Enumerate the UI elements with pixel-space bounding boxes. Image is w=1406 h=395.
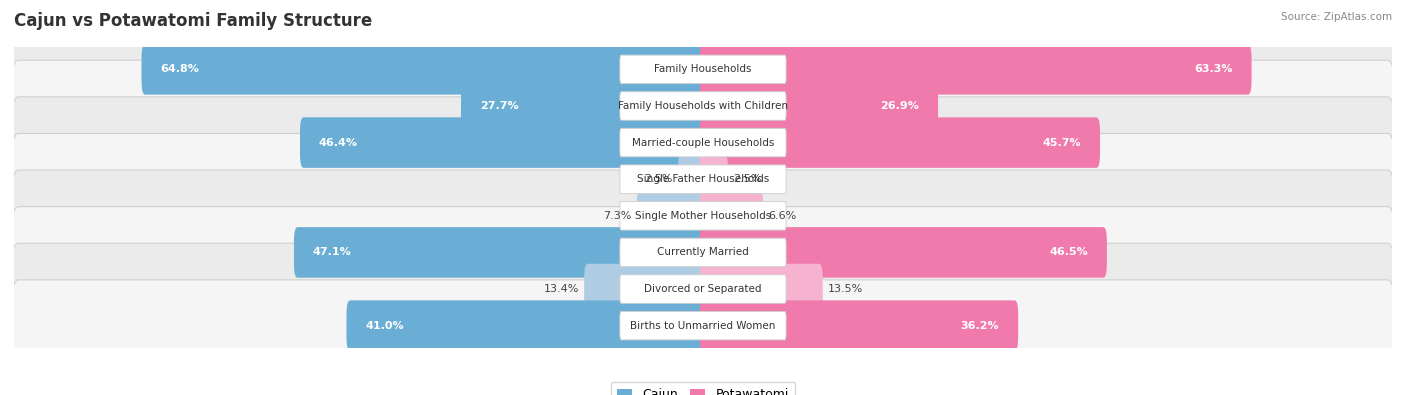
FancyBboxPatch shape <box>678 154 706 205</box>
Text: 45.7%: 45.7% <box>1042 137 1081 148</box>
Text: 26.9%: 26.9% <box>880 101 920 111</box>
Text: Single Father Households: Single Father Households <box>637 174 769 184</box>
FancyBboxPatch shape <box>620 128 786 157</box>
Text: Cajun vs Potawatomi Family Structure: Cajun vs Potawatomi Family Structure <box>14 12 373 30</box>
Text: 41.0%: 41.0% <box>366 321 404 331</box>
Text: 7.3%: 7.3% <box>603 211 631 221</box>
Text: Births to Unmarried Women: Births to Unmarried Women <box>630 321 776 331</box>
Text: Married-couple Households: Married-couple Households <box>631 137 775 148</box>
FancyBboxPatch shape <box>11 24 1395 115</box>
FancyBboxPatch shape <box>620 238 786 267</box>
FancyBboxPatch shape <box>700 227 1107 278</box>
FancyBboxPatch shape <box>11 97 1395 188</box>
FancyBboxPatch shape <box>700 81 938 131</box>
FancyBboxPatch shape <box>11 170 1395 261</box>
FancyBboxPatch shape <box>637 190 706 241</box>
FancyBboxPatch shape <box>700 117 1099 168</box>
FancyBboxPatch shape <box>142 44 706 95</box>
FancyBboxPatch shape <box>11 60 1395 152</box>
Text: 46.4%: 46.4% <box>319 137 359 148</box>
Text: 46.5%: 46.5% <box>1049 247 1088 258</box>
FancyBboxPatch shape <box>700 190 763 241</box>
Text: Family Households: Family Households <box>654 64 752 74</box>
Text: 36.2%: 36.2% <box>960 321 1000 331</box>
Text: 27.7%: 27.7% <box>479 101 519 111</box>
Text: 13.5%: 13.5% <box>828 284 863 294</box>
FancyBboxPatch shape <box>583 264 706 314</box>
Text: 64.8%: 64.8% <box>160 64 200 74</box>
Text: 2.5%: 2.5% <box>733 174 762 184</box>
Text: 47.1%: 47.1% <box>314 247 352 258</box>
Legend: Cajun, Potawatomi: Cajun, Potawatomi <box>612 382 794 395</box>
FancyBboxPatch shape <box>700 154 728 205</box>
FancyBboxPatch shape <box>11 207 1395 298</box>
FancyBboxPatch shape <box>620 55 786 84</box>
FancyBboxPatch shape <box>620 92 786 120</box>
FancyBboxPatch shape <box>700 264 823 314</box>
Text: Family Households with Children: Family Households with Children <box>619 101 787 111</box>
FancyBboxPatch shape <box>11 134 1395 225</box>
Text: 13.4%: 13.4% <box>544 284 579 294</box>
Text: Currently Married: Currently Married <box>657 247 749 258</box>
FancyBboxPatch shape <box>299 117 706 168</box>
FancyBboxPatch shape <box>461 81 706 131</box>
FancyBboxPatch shape <box>346 300 706 351</box>
FancyBboxPatch shape <box>294 227 706 278</box>
FancyBboxPatch shape <box>11 280 1395 371</box>
Text: Divorced or Separated: Divorced or Separated <box>644 284 762 294</box>
FancyBboxPatch shape <box>620 311 786 340</box>
Text: 6.6%: 6.6% <box>769 211 797 221</box>
Text: Single Mother Households: Single Mother Households <box>636 211 770 221</box>
FancyBboxPatch shape <box>620 165 786 194</box>
FancyBboxPatch shape <box>11 243 1395 335</box>
Text: 2.5%: 2.5% <box>644 174 673 184</box>
FancyBboxPatch shape <box>620 275 786 303</box>
FancyBboxPatch shape <box>620 201 786 230</box>
FancyBboxPatch shape <box>700 300 1018 351</box>
FancyBboxPatch shape <box>700 44 1251 95</box>
Text: 63.3%: 63.3% <box>1194 64 1233 74</box>
Text: Source: ZipAtlas.com: Source: ZipAtlas.com <box>1281 12 1392 22</box>
